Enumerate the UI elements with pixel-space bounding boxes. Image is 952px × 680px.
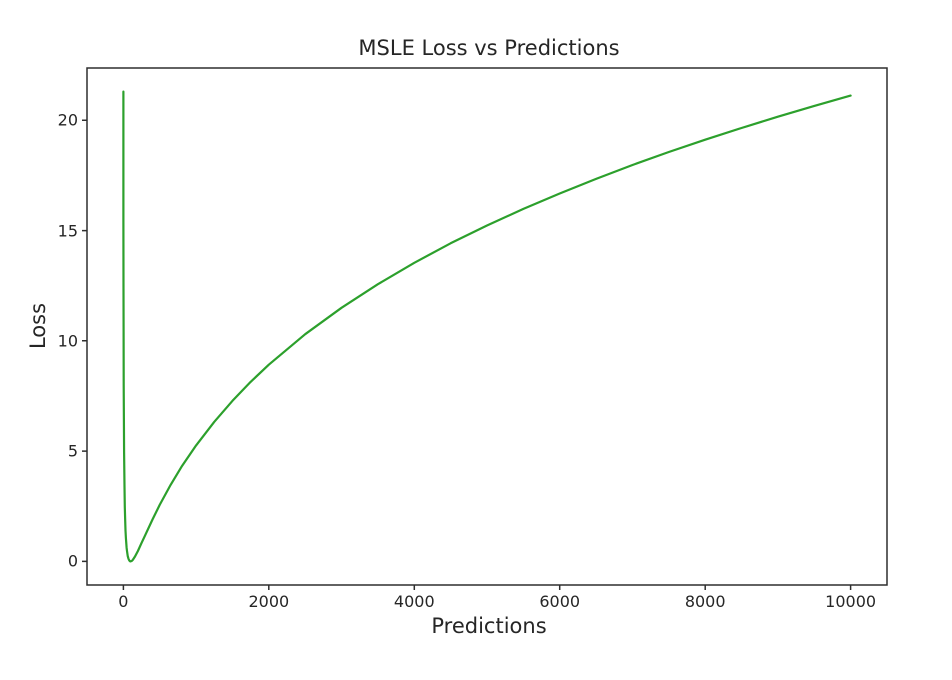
- y-tick-label: 0: [67, 551, 78, 571]
- x-tick-label: 8000: [684, 592, 726, 611]
- x-tick-label: 4000: [393, 592, 435, 611]
- x-tick-label: 2000: [248, 592, 290, 611]
- chart-title: MSLE Loss vs Predictions: [358, 36, 620, 60]
- x-tick-label: 0: [118, 592, 129, 611]
- y-tick-label: 5: [67, 441, 78, 461]
- axes-frame: [86, 67, 888, 586]
- x-tick-label: 10000: [825, 592, 877, 611]
- y-axis-label: Loss: [26, 302, 50, 350]
- y-tick-label: 15: [57, 221, 78, 241]
- x-tick-label: 6000: [539, 592, 581, 611]
- y-tick-label: 20: [57, 110, 78, 130]
- x-axis-label: Predictions: [431, 614, 547, 638]
- loss-curve: [122, 90, 852, 563]
- y-tick-label: 10: [57, 331, 78, 351]
- axis-ticks: [82, 119, 852, 590]
